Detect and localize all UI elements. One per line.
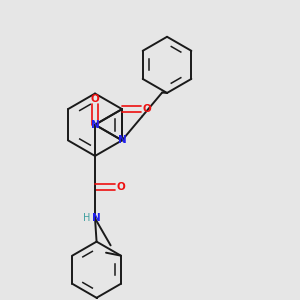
Text: O: O	[143, 104, 152, 114]
Text: N: N	[118, 135, 126, 145]
Text: H: H	[83, 213, 90, 224]
Text: O: O	[117, 182, 125, 192]
Text: O: O	[91, 94, 99, 103]
Text: N: N	[91, 120, 99, 130]
Text: N: N	[92, 213, 101, 224]
